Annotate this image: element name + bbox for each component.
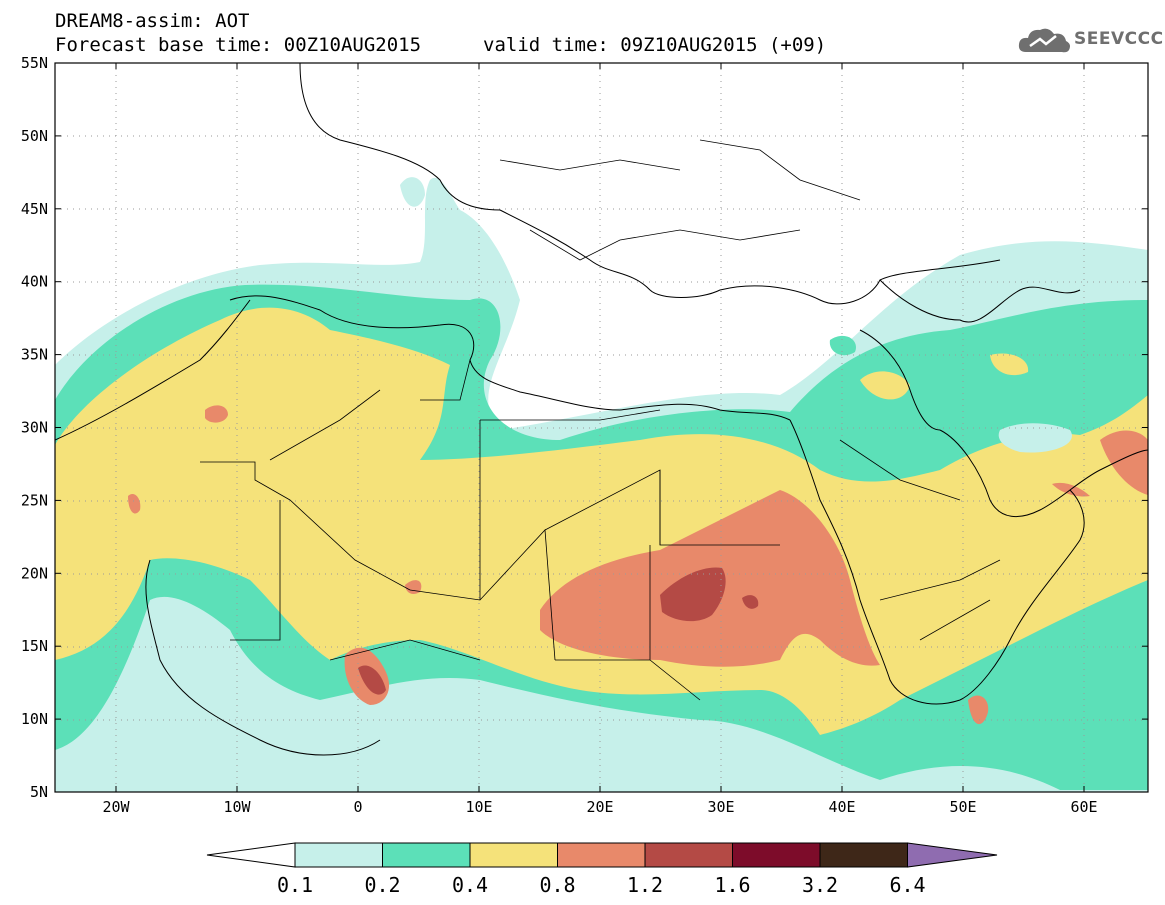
colorbar-label: 0.8 bbox=[539, 873, 575, 897]
lat-tick-label: 40N bbox=[21, 273, 48, 291]
forecast-base-time: Forecast base time: 00Z10AUG2015 bbox=[55, 34, 422, 56]
lat-tick-label: 30N bbox=[21, 419, 48, 437]
aot-patch-sahara-w bbox=[128, 493, 141, 514]
seevccc-logo: SEEVCCC bbox=[1016, 24, 1163, 58]
colorbar-high-triangle bbox=[907, 842, 998, 868]
cloud-icon bbox=[1018, 28, 1070, 53]
lon-tick-label: 60E bbox=[1070, 798, 1097, 816]
lat-tick-label: 5N bbox=[30, 783, 48, 801]
colorbar-label: 0.4 bbox=[452, 873, 488, 897]
lat-tick-label: 10N bbox=[21, 710, 48, 728]
colorbar-swatch bbox=[469, 842, 558, 868]
colorbar-label: 0.2 bbox=[364, 873, 400, 897]
aot-band-1.2 bbox=[660, 567, 726, 622]
lon-tick-label: 10E bbox=[465, 798, 492, 816]
aot-band-mid-iraq bbox=[860, 371, 910, 400]
graticule bbox=[55, 63, 1148, 792]
lon-tick-label: 40E bbox=[828, 798, 855, 816]
longitude-ticks: 20W 10W 0 10E 20E 30E 40E 50E 60E bbox=[102, 63, 1098, 816]
colorbar: 0.1 0.2 0.4 0.8 1.2 1.6 3.2 6.4 bbox=[206, 842, 998, 897]
aot-patch-chad-s bbox=[358, 665, 386, 695]
aot-band-low-alps bbox=[400, 177, 425, 207]
country-borders bbox=[200, 139, 1001, 701]
colorbar-swatch bbox=[732, 842, 821, 868]
colorbar-label: 3.2 bbox=[802, 873, 838, 897]
valid-time: valid time: 09Z10AUG2015 (+09) bbox=[483, 34, 827, 56]
colorbar-label: 1.2 bbox=[627, 873, 663, 897]
aot-band-low-east bbox=[998, 423, 1072, 453]
lat-tick-label: 35N bbox=[21, 346, 48, 364]
lon-tick-label: 20E bbox=[586, 798, 613, 816]
colorbar-label: 0.1 bbox=[277, 873, 313, 897]
lat-tick-label: 20N bbox=[21, 564, 48, 582]
coastlines bbox=[55, 63, 1148, 756]
aot-patch-arabia bbox=[1100, 430, 1148, 495]
aot-shading bbox=[55, 177, 1148, 792]
map-title: DREAM8-assim: AOT bbox=[55, 10, 250, 32]
lat-tick-label: 55N bbox=[21, 54, 48, 72]
lon-tick-label: 50E bbox=[949, 798, 976, 816]
aot-patch-niger bbox=[405, 580, 422, 594]
aot-patch-morocco bbox=[205, 405, 228, 423]
lon-tick-label: 10W bbox=[223, 798, 251, 816]
lon-tick-label: 30E bbox=[707, 798, 734, 816]
lat-tick-label: 15N bbox=[21, 637, 48, 655]
lat-tick-label: 45N bbox=[21, 200, 48, 218]
aot-band-0.4 bbox=[55, 307, 1148, 735]
colorbar-swatch bbox=[819, 842, 908, 868]
colorbar-low-triangle bbox=[206, 842, 296, 868]
lat-tick-label: 50N bbox=[21, 127, 48, 145]
aot-band-mid-turkey bbox=[829, 335, 856, 356]
colorbar-swatch bbox=[644, 842, 733, 868]
colorbar-swatch bbox=[382, 842, 471, 868]
lon-tick-label: 20W bbox=[102, 798, 130, 816]
latitude-ticks: 55N 50N 45N 40N 35N 30N 25N 20N 15N 10N 5N bbox=[21, 54, 1148, 801]
aot-band-mid-iran bbox=[990, 353, 1029, 376]
logo-text: SEEVCCC bbox=[1074, 29, 1164, 49]
lat-tick-label: 25N bbox=[21, 491, 48, 509]
aot-patch-somalia bbox=[968, 695, 989, 725]
colorbar-label: 1.6 bbox=[714, 873, 750, 897]
colorbar-swatch bbox=[557, 842, 646, 868]
colorbar-label: 6.4 bbox=[889, 873, 925, 897]
aot-patch-sudan bbox=[742, 595, 759, 609]
lon-tick-label: 0 bbox=[353, 798, 362, 816]
colorbar-swatch bbox=[294, 842, 383, 868]
